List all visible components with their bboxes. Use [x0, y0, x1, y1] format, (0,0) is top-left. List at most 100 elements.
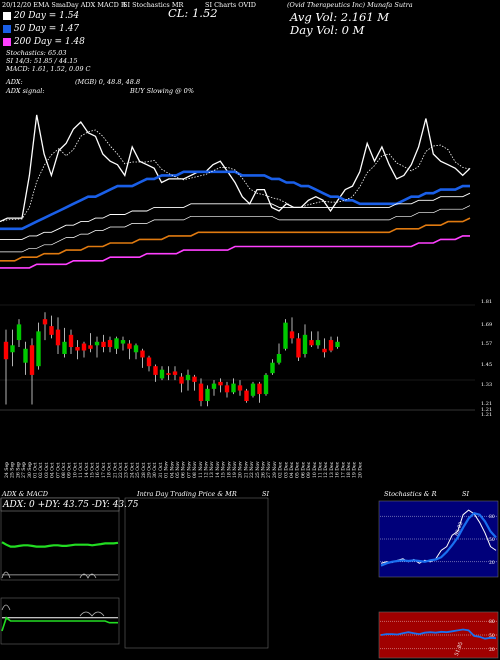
date-tick-label: 09 Oct: [67, 462, 73, 478]
date-tick-label: 06 Nov: [181, 461, 187, 478]
date-tick-label: 18 Dec: [346, 461, 352, 478]
date-tick-label: 27 Sep: [21, 462, 27, 478]
candle-body: [55, 329, 61, 346]
header-company: (Ovid Therapeutics Inc) Munafa Sutra: [287, 1, 413, 9]
legend-macd: MACD: 1.61, 1.52, 0.09 C: [6, 65, 91, 73]
date-tick-label: 18 Nov: [226, 461, 232, 478]
date-tick-label: 06 Dec: [300, 461, 306, 478]
legend-sma50-text: 50 Day = 1.47: [13, 24, 80, 34]
date-tick-label: 21 Oct: [112, 462, 118, 478]
legend-adx-signal: ADX signal:: [6, 87, 45, 95]
header-title-left: 20/12/20 EMA SmaDay ADX MACD R: [2, 1, 126, 9]
candle-body: [42, 319, 48, 325]
candle-body: [270, 362, 275, 374]
price-tick-label: 1.33: [481, 382, 492, 388]
date-tick-label: 08 Nov: [192, 461, 198, 478]
rsi-lines: [380, 628, 497, 640]
stoch-panel-title-si: SI: [462, 490, 470, 498]
date-tick-label: 05 Dec: [295, 461, 301, 478]
price-tick-label: 1.21: [481, 401, 492, 407]
date-tick-label: 04 Dec: [289, 461, 295, 478]
header-title-right: SI Charts OVID: [205, 1, 256, 9]
macd-bump: [1, 604, 11, 611]
candle-body: [224, 385, 230, 393]
candle-body: [133, 345, 139, 353]
adx-bump: [79, 573, 97, 579]
candle-body: [23, 348, 28, 363]
legend-buy-signal: BUY Slowing @ 0%: [130, 87, 194, 95]
date-tick-label: 29 Nov: [272, 461, 278, 478]
date-tick-label: 17 Oct: [101, 462, 107, 478]
date-tick-label: 24 Sep: [4, 462, 10, 478]
candle-body: [140, 350, 145, 358]
candle-body: [296, 338, 301, 358]
stochastics-lines: [380, 509, 497, 567]
rsi-line: [380, 628, 497, 640]
header-title-center: SI Stochastics MR: [123, 1, 184, 9]
candle-body: [263, 374, 269, 395]
date-tick-label: 03 Oct: [44, 462, 50, 478]
candle-body: [159, 369, 165, 379]
legend-sma20: 20 Day = 1.54: [3, 11, 79, 21]
date-tick-label: 13 Nov: [209, 461, 215, 478]
day-volume: Day Vol: 0 M: [290, 23, 365, 37]
candle-body: [127, 343, 132, 349]
candle-body: [237, 385, 243, 391]
date-tick-label: 21 Nov: [243, 461, 249, 478]
candle-body: [276, 354, 282, 363]
date-tick-label: 30 Oct: [152, 462, 158, 478]
stochastics-gridlines: 80 50 20: [380, 514, 497, 566]
ema-lines: [0, 114, 471, 269]
date-tick-label: 07 Oct: [55, 462, 61, 478]
date-tick-label: 14 Oct: [84, 462, 90, 478]
legend-stoch: Stochastics: 65.03: [6, 49, 67, 57]
rsi-tick-label: 20: [489, 647, 495, 653]
price-y-ticks: 1.811.691.571.451.331.211.211.21: [481, 299, 492, 418]
candle-body: [114, 338, 119, 349]
date-tick-label: 16 Oct: [95, 462, 101, 478]
price-tick-label: 1.81: [481, 299, 492, 305]
legend-adx-values: (MGB) 0, 48.8, 48.8: [75, 78, 141, 86]
macd-bump: [79, 611, 105, 617]
adx-panel-title: ADX & MACD: [2, 490, 48, 498]
date-tick-label: 01 Nov: [164, 461, 170, 478]
date-tick-label: 12 Nov: [204, 461, 210, 478]
candle-body: [153, 366, 158, 375]
candle-body: [29, 345, 35, 375]
date-tick-label: 02 Oct: [38, 462, 44, 478]
legend-sma50-swatch: [3, 24, 11, 33]
legend-sma200-text: 200 Day = 1.48: [13, 37, 85, 47]
candle-body: [322, 348, 327, 353]
sma100-line: [0, 192, 471, 240]
price-tick-label: 1.21: [481, 407, 492, 413]
price-tick-label: 1.45: [481, 362, 492, 368]
candle-body: [36, 331, 41, 367]
avg-volume: Avg Vol: 2.161 M: [290, 10, 390, 24]
date-tick-label: 05 Nov: [175, 461, 181, 478]
date-tick-label: 20 Dec: [357, 461, 363, 478]
close-price: CL: 1.52: [168, 6, 218, 20]
candle-body: [185, 374, 191, 381]
candle-body: [335, 341, 340, 348]
date-x-ticks: 24 Sep 25 Sep 26 Sep 27 Sep 30 Sep 01 Oct 02 O…: [4, 461, 363, 478]
adx-bump: [1, 571, 11, 579]
date-tick-label: 25 Nov: [255, 461, 261, 478]
stoch-panel-title: Stochastics & R: [384, 490, 437, 498]
date-tick-label: 23 Oct: [124, 462, 130, 478]
date-tick-label: 28 Oct: [141, 462, 147, 478]
candle-body: [88, 345, 93, 349]
date-tick-label: 20 Nov: [238, 461, 244, 478]
date-tick-label: 11 Nov: [198, 461, 204, 478]
date-tick-label: 22 Nov: [249, 461, 255, 478]
candle-body: [244, 390, 249, 402]
legend-sma20-text: 20 Day = 1.54: [13, 11, 80, 21]
sma20-line: [0, 114, 471, 223]
stoch-tick-label: 20: [489, 560, 495, 566]
date-tick-label: 17 Dec: [340, 461, 346, 478]
sma-long-line: [0, 235, 470, 269]
candle-body: [10, 345, 15, 353]
candle-body: [68, 334, 74, 348]
ema-thin-line-2: [0, 205, 471, 253]
candle-body: [3, 341, 9, 360]
